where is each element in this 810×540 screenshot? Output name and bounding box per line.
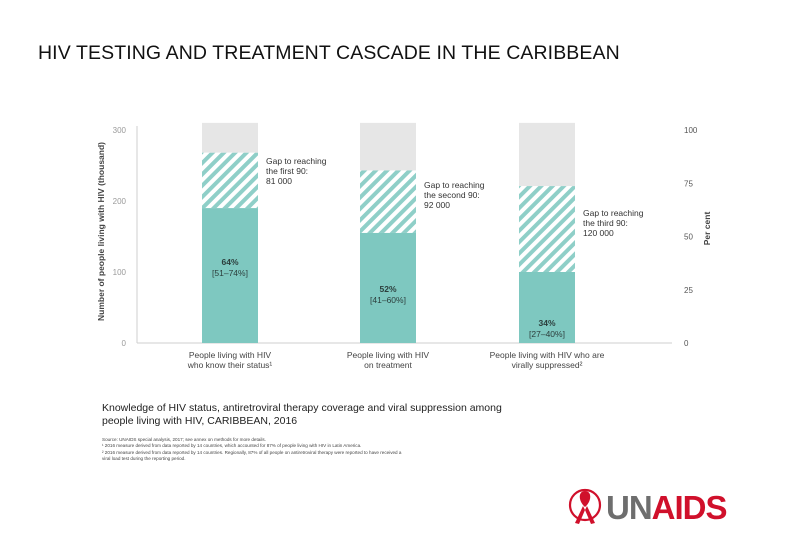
aids-ribbon-icon [568, 488, 602, 524]
bar-percent-label: 34% [538, 318, 555, 328]
category-label: who know their status¹ [187, 360, 273, 370]
source-note: Source: UNAIDS special analysis, 2017; s… [102, 437, 266, 442]
bar-range-label: [27–40%] [529, 329, 565, 339]
y2-tick-label: 0 [684, 339, 689, 348]
source-notes: Source: UNAIDS special analysis, 2017; s… [102, 437, 622, 463]
bar-range-label: [41–60%] [370, 295, 406, 305]
footnote-2-cont: viral load test during the reporting per… [102, 456, 186, 462]
unaids-logo: UNAIDS [566, 485, 766, 531]
gap-label-line: 120 000 [583, 228, 614, 238]
gap-label-line: 81 000 [266, 176, 292, 186]
category-label: on treatment [364, 360, 412, 370]
bar-remaining [360, 122, 416, 171]
category-label: People living with HIV [347, 350, 430, 360]
gap-label-line: the first 90: [266, 166, 308, 176]
y-axis-title: Number of people living with HIV (thousa… [96, 142, 106, 321]
y2-axis-title: Per cent [702, 212, 712, 246]
y-tick-label: 300 [113, 126, 127, 135]
cascade-chart: 0 100 200 300 0 25 50 75 100 Number of people liv… [92, 112, 724, 382]
logo-wordmark: UNAIDS [606, 489, 728, 527]
footnote-2: ² 2016 measure derived from data reporte… [102, 449, 402, 455]
category-label: virally suppressed² [512, 360, 583, 370]
bar-percent-label: 52% [379, 284, 396, 294]
logo-prefix: UN [606, 489, 653, 526]
gap-label-line: Gap to reaching [583, 208, 644, 218]
bar-gap-hatch [519, 186, 575, 272]
y2-tick-label: 75 [684, 179, 693, 188]
bar-gap-hatch [360, 170, 416, 233]
page-title: HIV TESTING AND TREATMENT CASCADE IN THE… [38, 42, 620, 64]
gap-label-line: Gap to reaching [266, 156, 327, 166]
bar-percent-label: 64% [221, 257, 238, 267]
y2-tick-label: 100 [684, 126, 698, 135]
y-tick-label: 0 [122, 339, 127, 348]
y-tick-label: 200 [113, 197, 127, 206]
bar-achieved [360, 232, 416, 343]
bar-range-label: [51–74%] [212, 268, 248, 278]
bar-remaining [519, 122, 575, 187]
bar-remaining [202, 122, 258, 153]
gap-label-line: Gap to reaching [424, 180, 485, 190]
y2-tick-label: 25 [684, 286, 693, 295]
y-tick-label: 100 [113, 268, 127, 277]
bar-achieved [519, 272, 575, 343]
category-label: People living with HIV [189, 350, 272, 360]
bar-achieved [202, 208, 258, 343]
gap-label-line: the third 90: [583, 218, 628, 228]
footnote-1: ¹ 2016 measure derived from data reporte… [102, 443, 362, 449]
chart-caption: Knowledge of HIV status, antiretroviral … [102, 402, 502, 427]
logo-suffix: AIDS [651, 489, 728, 526]
category-label: People living with HIV who are [490, 350, 605, 360]
y2-tick-label: 50 [684, 233, 693, 242]
bar-gap-hatch [202, 152, 258, 209]
gap-label-line: 92 000 [424, 200, 450, 210]
chart-svg: 0 100 200 300 0 25 50 75 100 Number of people liv… [96, 122, 712, 370]
gap-label-line: the second 90: [424, 190, 480, 200]
